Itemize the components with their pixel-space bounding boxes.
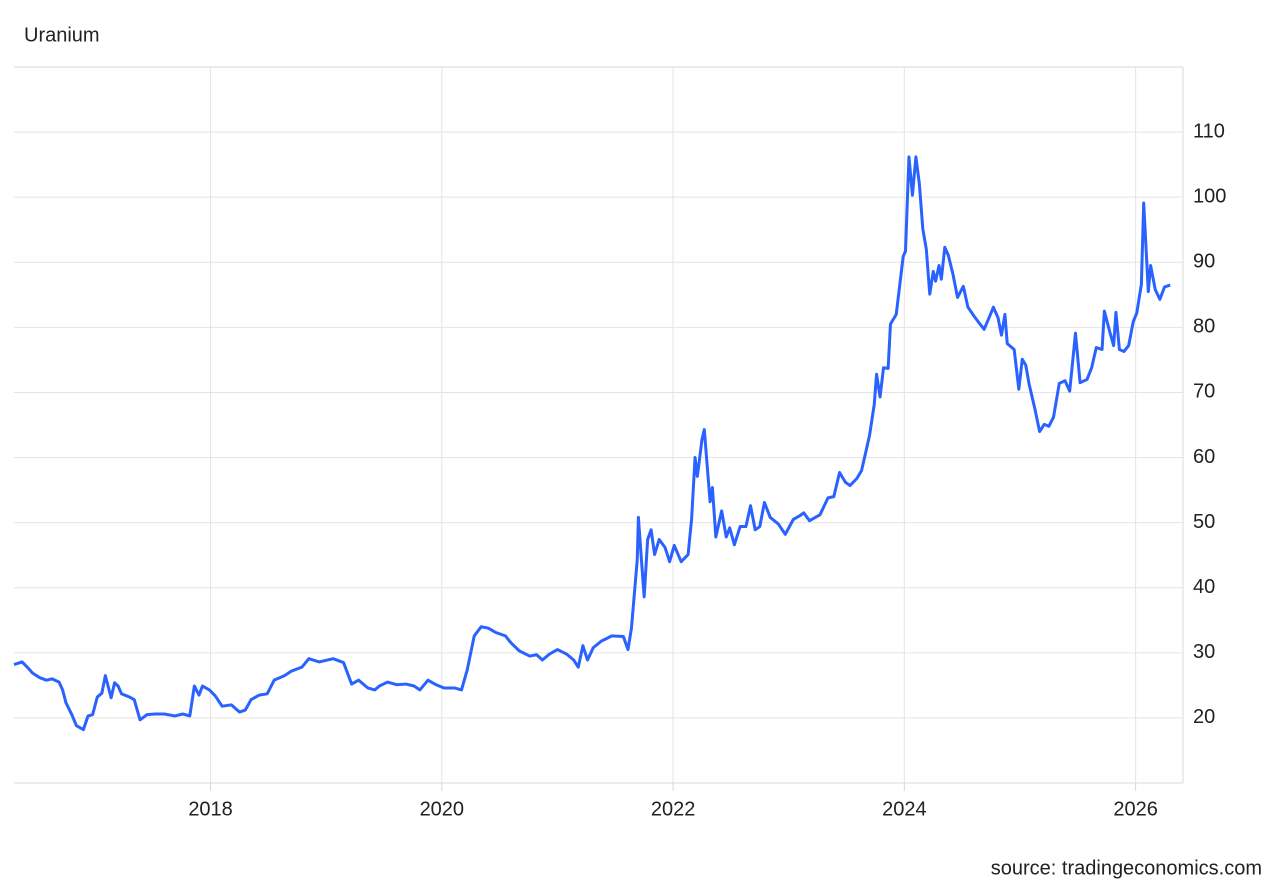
- x-tick-label: 2024: [882, 798, 927, 820]
- y-tick-label: 70: [1193, 381, 1215, 403]
- y-tick-label: 110: [1193, 120, 1225, 142]
- x-tick-label: 2026: [1113, 798, 1158, 820]
- source: source: tradingeconomics.com: [991, 857, 1262, 879]
- chart-title: Uranium: [24, 24, 100, 46]
- x-tick-label: 2022: [651, 798, 696, 820]
- y-tick-label: 40: [1193, 576, 1215, 598]
- y-tick-label: 20: [1193, 706, 1215, 728]
- price-line: [13, 155, 1171, 732]
- x-tick-label: 2020: [420, 798, 465, 820]
- y-tick-label: 60: [1193, 446, 1215, 468]
- y-tick-label: 100: [1193, 185, 1226, 207]
- y-tick-label: 50: [1193, 511, 1215, 533]
- y-tick-label: 90: [1193, 251, 1215, 273]
- x-tick-label: 2018: [188, 798, 233, 820]
- y-tick-label: 30: [1193, 641, 1215, 663]
- y-tick-label: 80: [1193, 316, 1215, 338]
